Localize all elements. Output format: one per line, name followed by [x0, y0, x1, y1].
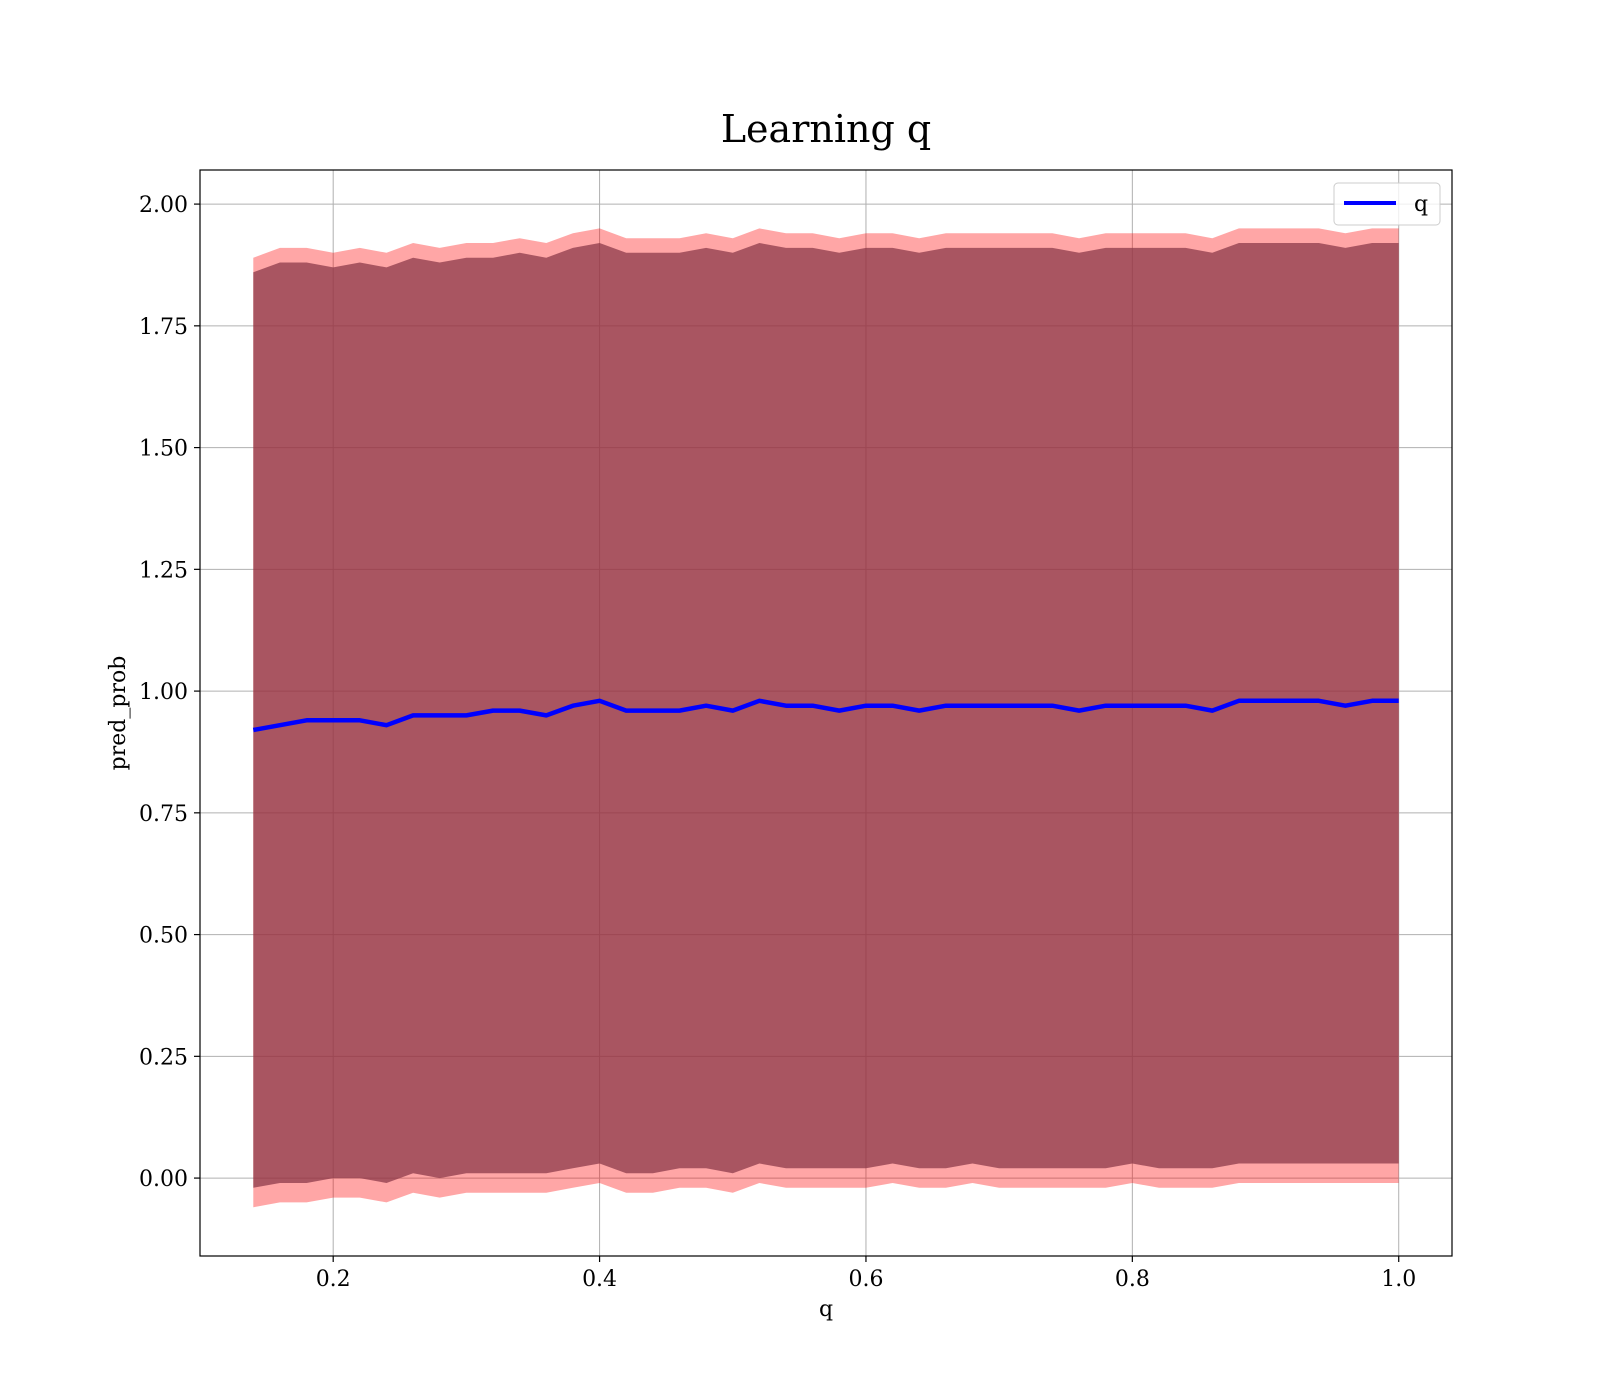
y-tick-label: 0.75 [139, 802, 188, 827]
x-tick-label: 1.0 [1381, 1267, 1416, 1292]
data-lines [252, 698, 1399, 733]
series-line-q [252, 698, 1399, 733]
y-tick-label: 0.50 [139, 924, 188, 949]
y-tick-label: 2.00 [139, 193, 188, 218]
y-tick-label: 1.00 [139, 680, 188, 705]
legend: q [1333, 182, 1441, 226]
x-tick-label: 0.4 [582, 1267, 617, 1292]
uncertainty-bands [253, 228, 1399, 1208]
y-tick-label: 0.00 [139, 1167, 188, 1192]
plot-frame [199, 169, 1453, 1257]
x-tick-label: 0.6 [848, 1267, 883, 1292]
y-tick-label: 0.25 [139, 1045, 188, 1070]
axis-ticks: 0.2 0.4 0.6 0.8 1.0 0.00 0.25 0.50 0.75 1.00 1.25 1… [139, 193, 1416, 1292]
x-axis-label: q [819, 1297, 833, 1322]
chart-title: Learning q [721, 107, 931, 151]
y-tick-label: 1.75 [139, 315, 188, 340]
y-axis-label: pred_prob [106, 656, 131, 771]
y-tick-label: 1.25 [139, 558, 188, 583]
x-tick-label: 0.8 [1115, 1267, 1150, 1292]
legend-label: q [1414, 192, 1428, 217]
y-tick-label: 1.50 [139, 437, 188, 462]
uncertainty-band-1 [253, 243, 1399, 1188]
x-tick-label: 0.2 [316, 1267, 351, 1292]
